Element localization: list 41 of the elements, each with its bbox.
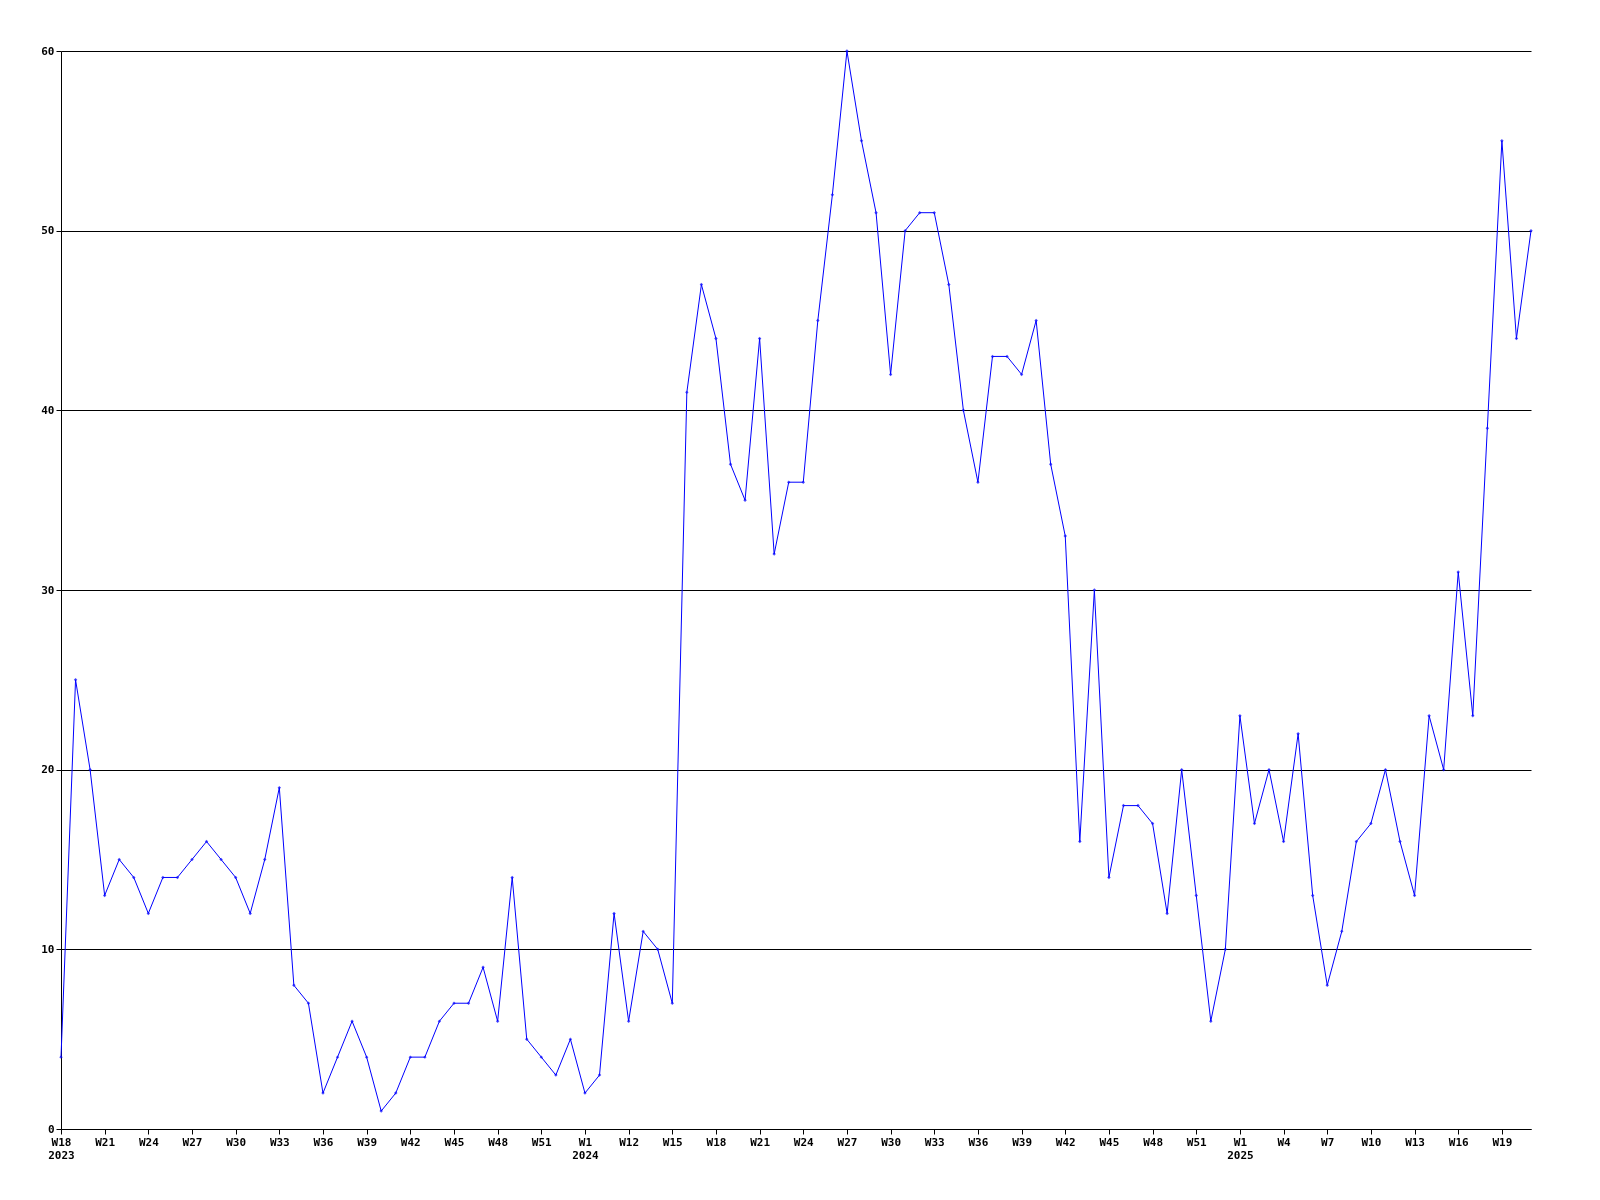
x-tick-label: W19 <box>1492 1135 1513 1149</box>
x-tick-label: W27 <box>837 1135 858 1149</box>
x-tick-label: W36 <box>968 1135 989 1149</box>
x-tick-label: W51 <box>1186 1135 1208 1149</box>
x-tick-label: W21 <box>750 1135 771 1149</box>
x-tick-label: W30 <box>881 1135 902 1149</box>
x-tick-label: W48 <box>1143 1135 1164 1149</box>
x-tick-label: W24 <box>138 1135 160 1149</box>
y-tick-label: 60 <box>41 44 55 58</box>
y-tick-label: 20 <box>41 763 55 777</box>
x-tick-label: W13 <box>1405 1135 1425 1149</box>
x-tick-label: W10 <box>1361 1135 1382 1149</box>
x-tick-label: W30 <box>226 1135 247 1149</box>
y-tick-label: 40 <box>41 403 55 417</box>
y-tick-label: 0 <box>47 1122 55 1136</box>
x-tick-label: W27 <box>182 1135 203 1149</box>
x-tick-label: W51 <box>531 1135 553 1149</box>
x-tick-label: W42 <box>400 1135 421 1149</box>
x-tick-label: W45 <box>444 1135 465 1149</box>
x-tick-label: W42 <box>1055 1135 1076 1149</box>
x-tick-label: W16 <box>1448 1135 1470 1149</box>
x-tick-label: W33 <box>269 1135 290 1149</box>
x-tick-label: W21 <box>95 1135 116 1149</box>
x-tick-label: W39 <box>357 1135 378 1149</box>
y-tick-label: 30 <box>41 583 55 597</box>
x-tick-label: W36 <box>313 1135 334 1149</box>
y-tick-label: 10 <box>41 942 55 956</box>
y-tick-label: 50 <box>41 224 55 238</box>
x-tick-label: W39 <box>1012 1135 1033 1149</box>
x-tick-label: W18 <box>706 1135 727 1149</box>
x-tick-label: W45 <box>1099 1135 1120 1149</box>
x-tick-label: W24 <box>793 1135 815 1149</box>
x-tick-label: W1 2025 <box>1227 1135 1254 1162</box>
x-tick-label: W1 2024 <box>572 1135 600 1162</box>
x-tick-label: W48 <box>488 1135 509 1149</box>
x-tick-label: W12 <box>619 1135 640 1149</box>
x-tick-label: W33 <box>924 1135 945 1149</box>
x-tick-label: W18 2023 <box>48 1135 75 1162</box>
x-tick-label: W4 <box>1277 1135 1292 1149</box>
x-tick-label: W15 <box>662 1135 683 1149</box>
x-tick-label: W7 <box>1321 1135 1335 1149</box>
